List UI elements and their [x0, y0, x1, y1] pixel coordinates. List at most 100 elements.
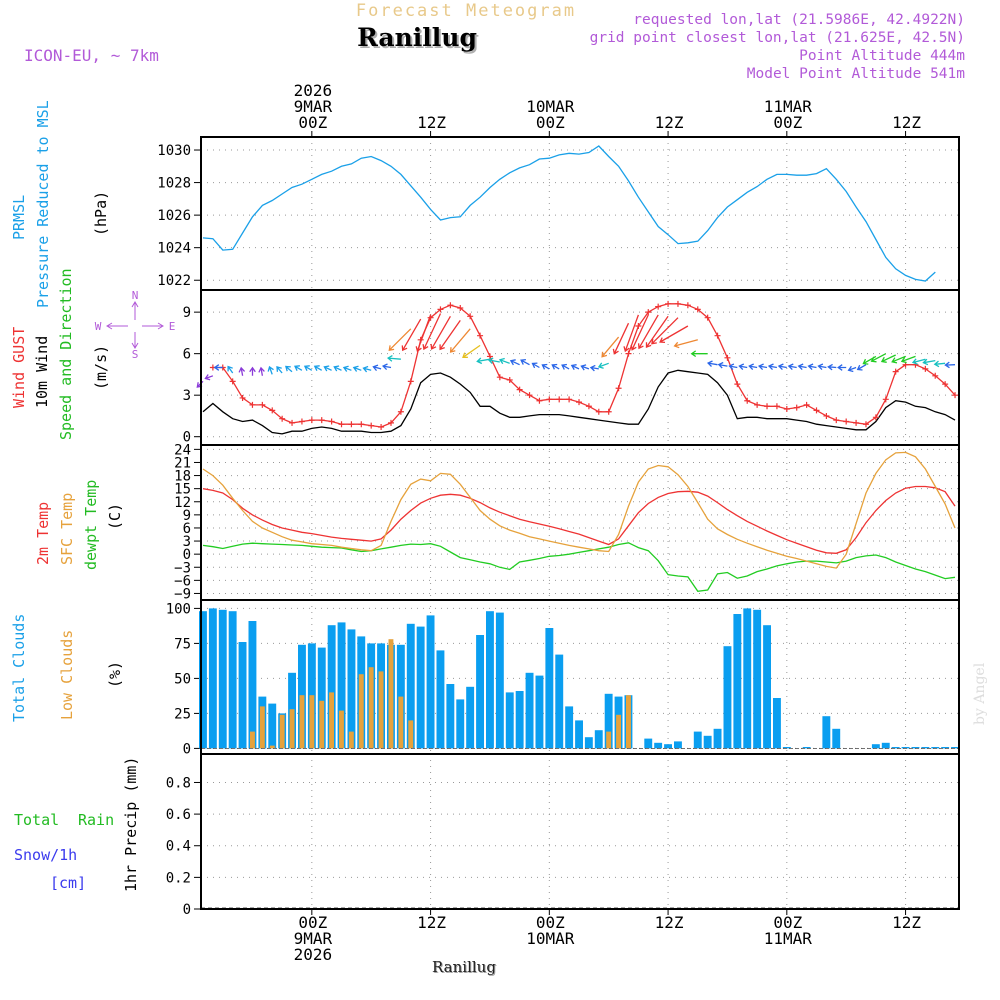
low-cloud-bar — [279, 714, 285, 749]
low-cloud-bar — [289, 709, 295, 749]
gust-marker — [684, 302, 691, 309]
total-cloud-bar — [347, 629, 356, 749]
wind-direction-arrow — [498, 357, 510, 365]
total-cloud-bar — [654, 742, 663, 749]
clouds-ytick-label: 0 — [183, 741, 191, 757]
total-cloud-bar — [782, 747, 791, 749]
gust-marker — [635, 322, 642, 329]
wind-direction-arrow — [787, 363, 797, 371]
super-title: Forecast Meteogram — [356, 1, 576, 21]
bottom-time-label: 00Z — [536, 913, 565, 932]
top-time-label: 12Z — [892, 113, 921, 132]
gust-marker — [932, 372, 939, 379]
low-cloud-bar — [329, 692, 334, 749]
gust-marker — [556, 396, 563, 403]
compass-s: S — [132, 348, 139, 361]
gust-marker — [387, 419, 394, 426]
clouds-ytick-label: 100 — [166, 601, 191, 617]
wind-direction-arrow — [728, 363, 738, 371]
gust-marker — [378, 424, 385, 431]
total-cloud-bar — [891, 747, 900, 749]
gust-marker — [437, 306, 444, 313]
wind-direction-arrow — [531, 362, 540, 369]
precip-ytick-label: 0.4 — [166, 839, 191, 855]
gust-marker — [526, 392, 533, 399]
wind-unit: (m/s) — [92, 345, 110, 390]
total-cloud-bar — [545, 628, 554, 749]
wind-direction-arrow — [541, 363, 550, 370]
temperature-ytick-label: 15 — [174, 482, 191, 498]
gust-marker — [259, 401, 266, 408]
pressure-ytick-label: 1022 — [157, 273, 191, 289]
wind-direction-arrow — [487, 357, 500, 364]
bottom-time-label: 11MAR — [764, 929, 813, 948]
gust-marker — [585, 403, 592, 410]
precip-unit: 1hr Precip (mm) — [122, 757, 140, 892]
total-cloud-bar — [604, 693, 613, 749]
location-title-shadow: Ranillug — [359, 25, 479, 54]
gust-marker — [803, 401, 810, 408]
gust-marker — [823, 412, 830, 419]
wind-panel: 0 3 6 9 — [183, 290, 959, 446]
low-cloud-label: Low Clouds — [58, 630, 76, 720]
gust-marker — [457, 304, 464, 311]
top-time-label: 9MAR — [294, 97, 333, 116]
total-cloud-bar — [555, 654, 564, 749]
total-cloud-bar — [228, 611, 237, 749]
wind-direction-arrow — [422, 313, 442, 351]
total-cloud-bar — [951, 747, 959, 749]
wind-direction-arrow — [551, 363, 560, 370]
model-altitude: Model Point Altitude 541m — [747, 66, 966, 82]
low-cloud-bar — [358, 674, 364, 749]
wind10m-line — [202, 369, 956, 435]
temperature-ytick-label: 0 — [183, 547, 191, 563]
total-cloud-bar — [763, 625, 771, 749]
low-cloud-bar — [269, 745, 275, 749]
total-cloud-bar — [584, 737, 593, 749]
wind-direction-arrow — [856, 364, 867, 371]
wind-direction-arrow — [637, 314, 659, 350]
gust-marker — [813, 407, 820, 414]
wind-direction-arrow — [717, 361, 728, 369]
total-cloud-bar — [753, 609, 762, 749]
wind-direction-arrow — [388, 328, 412, 351]
bottom-time-label: 10MAR — [526, 929, 575, 948]
precip-snow-label: Snow/1h — [14, 846, 77, 864]
wind-direction-arrow — [294, 365, 303, 371]
wind-direction-arrow — [570, 364, 580, 371]
pressure-ytick-label: 1024 — [157, 241, 191, 257]
wind-direction-arrow — [372, 364, 382, 372]
total-cloud-label: Total Clouds — [10, 614, 28, 722]
wind-direction-arrow — [258, 366, 265, 376]
total-cloud-bar — [476, 635, 484, 749]
total-cloud-bar — [565, 706, 574, 749]
requested-coords: requested lon,lat (21.5986E, 42.4922N) — [633, 12, 965, 28]
gust-marker — [754, 401, 761, 408]
location-title: Ranillug — [357, 23, 477, 52]
gust-marker — [397, 408, 404, 415]
pressure-ytick-label: 1028 — [157, 176, 191, 192]
wind-direction-arrow — [706, 360, 718, 367]
wind-direction-arrow — [827, 363, 837, 371]
clouds-ytick-label: 25 — [174, 706, 191, 722]
wind-direction-arrow — [757, 363, 768, 371]
low-cloud-bar — [259, 706, 265, 749]
sfc-temp-line — [202, 451, 956, 569]
temperature-frame — [200, 444, 960, 601]
wind-direction-arrow — [597, 362, 609, 369]
wind-direction-arrow — [817, 363, 827, 371]
total-cloud-bar — [446, 684, 455, 749]
prmsl-desc-label: Pressure Reduced to MSL — [34, 100, 52, 308]
wind-direction-arrow — [580, 364, 590, 371]
compass-w: W — [95, 320, 102, 333]
pressure-ytick-label: 1030 — [157, 143, 191, 159]
wind-direction-arrow — [601, 336, 620, 358]
precip-snow-unit: [cm] — [50, 874, 86, 892]
gust-marker — [536, 397, 543, 404]
total-cloud-bar — [426, 615, 435, 749]
top-time-label: 00Z — [536, 113, 565, 132]
temperature-ytick-label: 24 — [174, 442, 191, 458]
total-cloud-bar — [436, 650, 445, 749]
